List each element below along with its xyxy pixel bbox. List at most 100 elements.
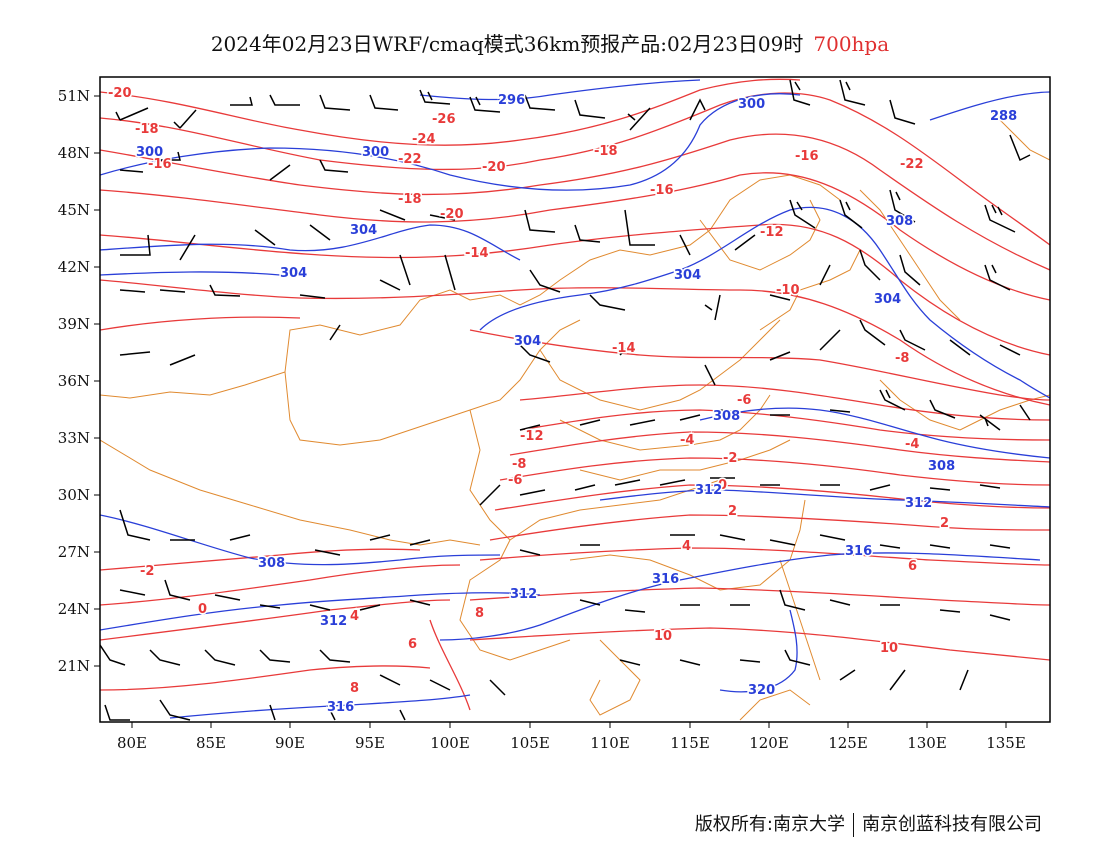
height-label: 316 <box>845 544 872 559</box>
lat-tick-label: 48N <box>58 144 90 162</box>
temp-label: 6 <box>908 559 917 574</box>
temp-label: -16 <box>650 183 674 198</box>
height-contours <box>100 79 1050 719</box>
height-label: 308 <box>258 556 285 571</box>
height-label: 316 <box>652 572 679 587</box>
temp-label: -16 <box>148 157 172 172</box>
temp-label: -20 <box>108 86 132 101</box>
lon-tick-label: 115E <box>670 734 710 752</box>
lon-tick-label: 95E <box>355 734 385 752</box>
temp-label: -14 <box>612 341 636 356</box>
temp-label: -18 <box>398 192 422 207</box>
lat-tick-label: 39N <box>58 315 90 333</box>
height-label: 304 <box>674 268 701 283</box>
lat-tick-label: 51N <box>58 87 90 105</box>
height-labels: 296 300 300 300 304 304 304 304 304 308 … <box>135 92 1019 717</box>
copyright-credit: 版权所有:南京大学 南京创蓝科技有限公司 <box>695 810 1042 837</box>
temp-label: -4 <box>905 437 919 452</box>
lon-tick-label: 90E <box>275 734 305 752</box>
chart-title: 2024年02月23日WRF/cmaq模式36km预报产品:02月23日09时 7… <box>0 28 1100 57</box>
height-label: 288 <box>990 109 1017 124</box>
lon-tick-label: 100E <box>430 734 470 752</box>
height-label: 312 <box>695 483 722 498</box>
temp-label: 0 <box>198 602 207 617</box>
height-label: 300 <box>738 97 765 112</box>
lon-tick-label: 130E <box>907 734 947 752</box>
height-label: 308 <box>928 459 955 474</box>
temp-label: 8 <box>475 606 484 621</box>
temp-label: 6 <box>408 637 417 652</box>
temp-label: -18 <box>135 122 159 137</box>
temp-label: 10 <box>880 641 898 656</box>
height-label: 304 <box>280 266 307 281</box>
temp-label: -24 <box>412 132 436 147</box>
lat-tick-label: 45N <box>58 201 90 219</box>
temp-label: 2 <box>940 516 949 531</box>
temperature-contours <box>100 78 1050 711</box>
lat-tick-label: 42N <box>58 258 90 276</box>
title-level: 700hpa <box>813 32 890 56</box>
height-label: 296 <box>498 93 525 108</box>
lat-tick-label: 30N <box>58 486 90 504</box>
height-label: 304 <box>514 334 541 349</box>
lat-axis: 51N 48N 45N 42N 39N 36N 33N 30N 27N 24N … <box>58 87 100 675</box>
temp-label: 4 <box>682 539 691 554</box>
title-main: 2024年02月23日WRF/cmaq模式36km预报产品:02月23日09时 <box>210 32 804 56</box>
lon-tick-label: 135E <box>986 734 1026 752</box>
temp-label: -18 <box>594 144 618 159</box>
lat-tick-label: 33N <box>58 429 90 447</box>
height-label: 308 <box>886 214 913 229</box>
lon-tick-label: 80E <box>117 734 147 752</box>
temp-label: -22 <box>398 152 422 167</box>
temp-label: -16 <box>795 149 819 164</box>
temp-label: -22 <box>900 157 924 172</box>
credit-partner: 南京创蓝科技有限公司 <box>862 814 1042 835</box>
lon-tick-label: 85E <box>196 734 226 752</box>
height-label: 308 <box>713 409 740 424</box>
lon-tick-label: 105E <box>510 734 550 752</box>
border-lines <box>100 109 1050 721</box>
temp-label: -20 <box>482 160 506 175</box>
wind-barbs <box>100 79 1031 721</box>
height-label: 316 <box>327 700 354 715</box>
temp-label: -6 <box>508 473 522 488</box>
temp-label: -12 <box>520 429 544 444</box>
temp-label: -8 <box>895 351 909 366</box>
temp-label: 0 <box>718 478 727 493</box>
lon-tick-label: 120E <box>749 734 789 752</box>
lat-tick-label: 27N <box>58 543 90 561</box>
lat-tick-label: 21N <box>58 657 90 675</box>
height-label: 312 <box>905 496 932 511</box>
height-label: 300 <box>136 145 163 160</box>
map-frame <box>100 77 1050 722</box>
temp-label: -2 <box>723 451 737 466</box>
temp-label: -20 <box>440 207 464 222</box>
lon-tick-label: 125E <box>828 734 868 752</box>
temp-label: 2 <box>728 504 737 519</box>
temp-label: -8 <box>512 457 526 472</box>
temp-label: -12 <box>760 225 784 240</box>
height-label: 312 <box>320 614 347 629</box>
temp-label: 4 <box>350 609 359 624</box>
temp-label: -10 <box>776 283 800 298</box>
lon-tick-label: 110E <box>590 734 630 752</box>
temp-label: -2 <box>140 564 154 579</box>
temp-label: -26 <box>432 112 456 127</box>
temp-label: -6 <box>737 393 751 408</box>
temp-label: 10 <box>654 629 672 644</box>
lat-tick-label: 36N <box>58 372 90 390</box>
height-label: 304 <box>350 223 377 238</box>
credit-owner: 版权所有:南京大学 <box>694 814 845 835</box>
credit-separator <box>853 813 854 837</box>
map-border <box>99 76 1051 723</box>
temp-label: 8 <box>350 681 359 696</box>
temperature-labels: -20 -18 -16 -26 -24 -22 -20 -18 -16 -14 … <box>107 85 951 698</box>
height-label: 304 <box>874 292 901 307</box>
height-label: 300 <box>362 145 389 160</box>
height-label: 312 <box>510 587 537 602</box>
temp-label: -14 <box>465 246 489 261</box>
lon-axis: 80E 85E 90E 95E 100E 105E 110E 115E 120E… <box>117 722 1026 752</box>
height-label: 320 <box>748 683 775 698</box>
lat-tick-label: 24N <box>58 600 90 618</box>
